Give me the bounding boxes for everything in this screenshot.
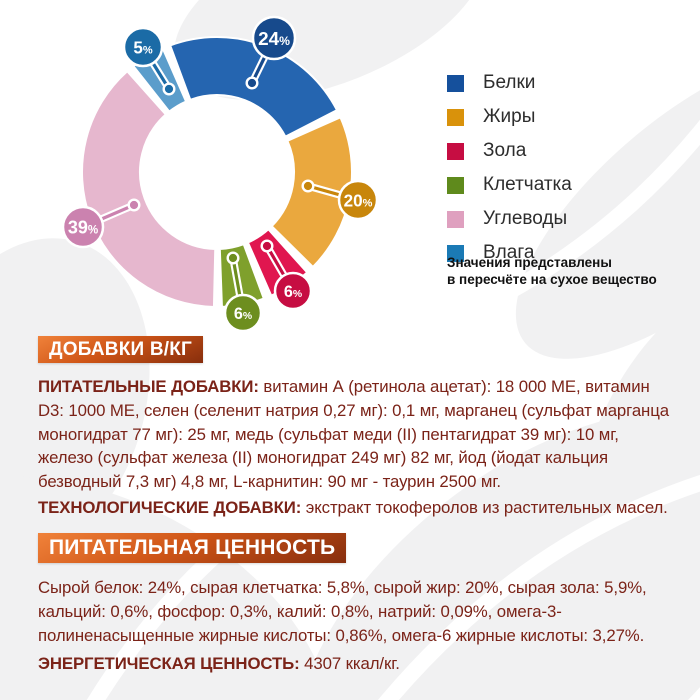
callout-badge-fiber xyxy=(223,293,263,333)
nutrition-donut-chart: 24% 20% 6% 6% 39% 5% xyxy=(61,15,379,333)
callout-anchor-dot-fats xyxy=(301,179,315,193)
legend-item-proteins: Белки xyxy=(447,66,572,100)
donut-segment-carbs xyxy=(81,70,217,308)
nutrition-values-text: Сырой белок: 24%, сырая клетчатка: 5,8%,… xyxy=(38,578,647,645)
technological-additives-text: ТЕХНОЛОГИЧЕСКИЕ ДОБАВКИ: экстракт токофе… xyxy=(38,496,670,520)
legend-item-fiber: Клетчатка xyxy=(447,168,572,202)
callout-value-proteins: 24% xyxy=(258,29,290,50)
nutrition-header-bar: ПИТАТЕЛЬНАЯ ЦЕННОСТЬ xyxy=(38,533,347,563)
callout-value-ash: 6% xyxy=(284,283,302,301)
legend-swatch-moisture xyxy=(447,244,464,262)
nutritional-additives-value: витамин А (ретинола ацетат): 18 000 МЕ, … xyxy=(38,377,669,492)
dry-matter-note: Значения представлены в пересчёте на сух… xyxy=(447,254,657,288)
donut-segment-fats xyxy=(270,116,353,268)
callout-value-carbs: 39% xyxy=(68,218,98,238)
nutritional-additives-label: ПИТАТЕЛЬНЫЕ ДОБАВКИ: xyxy=(38,377,259,396)
legend-item-fats: Жиры xyxy=(447,100,572,134)
callout-anchor-dot-proteins xyxy=(245,76,259,90)
dry-matter-note-line1: Значения представлены xyxy=(447,255,612,270)
additives-header-text: ДОБАВКИ В/КГ xyxy=(49,338,192,360)
legend-label-fiber: Клетчатка xyxy=(483,174,572,195)
energy-value-number: 4307 ккал/кг. xyxy=(299,654,400,673)
nutrition-header-text: ПИТАТЕЛЬНАЯ ЦЕННОСТЬ xyxy=(49,536,336,559)
legend-swatch-carbs xyxy=(447,210,464,228)
legend-label-proteins: Белки xyxy=(483,72,536,93)
callout-anchor-dot-carbs xyxy=(127,198,141,212)
legend-item-moisture: Влага xyxy=(447,236,572,270)
legend-label-carbs: Углеводы xyxy=(483,208,568,229)
technological-additives-label: ТЕХНОЛОГИЧЕСКИЕ ДОБАВКИ: xyxy=(38,498,302,517)
callout-badge-fats xyxy=(337,179,379,221)
legend-swatch-fiber xyxy=(447,176,464,194)
additives-header-bar: ДОБАВКИ В/КГ xyxy=(38,336,203,363)
callout-badge-moisture xyxy=(122,26,164,68)
legend-label-fats: Жиры xyxy=(483,106,536,127)
callout-value-fiber: 6% xyxy=(234,305,252,323)
technological-additives-value: экстракт токоферолов из растительных мас… xyxy=(301,498,668,517)
callout-badge-carbs xyxy=(61,205,105,249)
callout-anchor-dot-moisture xyxy=(162,82,176,96)
callout-value-fats: 20% xyxy=(344,191,373,210)
callout-anchor-dot-ash xyxy=(260,239,274,253)
legend-label-moisture: Влага xyxy=(483,242,535,263)
legend-item-ash: Зола xyxy=(447,134,572,168)
legend-swatch-proteins xyxy=(447,74,464,92)
legend-swatch-fats xyxy=(447,108,464,126)
nutritional-additives-text: ПИТАТЕЛЬНЫЕ ДОБАВКИ: витамин А (ретинола… xyxy=(38,375,670,494)
dry-matter-note-line2: в пересчёте на сухое вещество xyxy=(447,272,657,287)
legend-item-carbs: Углеводы xyxy=(447,202,572,236)
legend-swatch-ash xyxy=(447,142,464,160)
chart-legend: Белки Жиры Зола Клетчатка Углеводы Влага xyxy=(447,66,572,270)
callout-value-moisture: 5% xyxy=(133,38,153,57)
energy-value-label: ЭНЕРГЕТИЧЕСКАЯ ЦЕННОСТЬ: xyxy=(38,654,300,673)
energy-value-text: ЭНЕРГЕТИЧЕСКАЯ ЦЕННОСТЬ: 4307 ккал/кг. xyxy=(38,652,670,676)
callout-anchor-dot-fiber xyxy=(226,251,240,265)
callout-badge-proteins xyxy=(251,15,297,61)
callout-badge-ash xyxy=(273,271,313,311)
legend-label-ash: Зола xyxy=(483,140,527,161)
